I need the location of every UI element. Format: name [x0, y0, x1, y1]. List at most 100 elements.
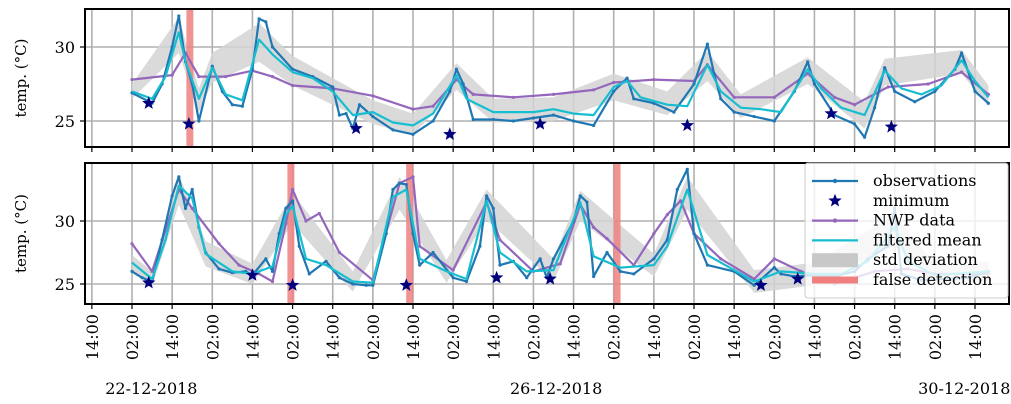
- data-point: [685, 167, 689, 171]
- data-point: [270, 45, 275, 49]
- data-point: [391, 187, 395, 192]
- x-tick-label: 02:00: [364, 314, 383, 360]
- data-point: [752, 277, 756, 281]
- false-detection-bar: [406, 163, 414, 304]
- data-point: [511, 119, 515, 123]
- data-point: [464, 279, 469, 284]
- minimum-star: [680, 118, 694, 132]
- data-point: [538, 257, 542, 261]
- date-label: 30-12-2018: [918, 379, 1010, 398]
- y-tick-label: 25: [55, 112, 75, 131]
- data-point: [498, 238, 502, 242]
- series-line-observations: [131, 14, 990, 139]
- data-point: [331, 85, 335, 89]
- data-point: [973, 89, 977, 93]
- data-point: [632, 272, 636, 276]
- minimum-star: [754, 278, 768, 291]
- data-point: [772, 257, 776, 261]
- data-point: [398, 181, 402, 185]
- legend-marker: [832, 178, 838, 184]
- x-tick-label: 02:00: [685, 314, 704, 360]
- data-point: [264, 20, 268, 24]
- data-point: [960, 70, 964, 74]
- x-tick-label: 02:00: [926, 314, 945, 360]
- data-point: [491, 117, 495, 122]
- x-tick-label: 14:00: [163, 314, 182, 360]
- data-point: [140, 276, 144, 280]
- minimum-star: [791, 272, 805, 285]
- data-point: [461, 82, 465, 86]
- data-point: [170, 73, 174, 77]
- data-point: [337, 250, 342, 255]
- data-point: [190, 187, 194, 192]
- minimum-star: [533, 117, 547, 130]
- data-point: [551, 257, 556, 261]
- y-axis-label: temp. (°C): [12, 39, 30, 118]
- data-point: [692, 82, 696, 86]
- data-point: [886, 85, 890, 89]
- data-point: [705, 263, 709, 267]
- data-point: [832, 95, 837, 99]
- data-point: [618, 269, 623, 273]
- data-point: [371, 114, 375, 119]
- data-point: [418, 263, 422, 267]
- x-tick-label: 14:00: [565, 314, 584, 360]
- data-point: [418, 244, 422, 248]
- data-point: [290, 199, 295, 203]
- false-detection-bar: [613, 163, 621, 304]
- data-point: [344, 112, 348, 116]
- data-point: [130, 242, 134, 246]
- data-point: [190, 206, 194, 210]
- data-point: [411, 132, 415, 136]
- data-point: [719, 257, 723, 261]
- data-point: [605, 250, 609, 255]
- data-point: [679, 199, 683, 203]
- data-point: [883, 66, 887, 70]
- minimum-star: [543, 272, 557, 285]
- data-point: [257, 17, 261, 21]
- legend-label: observations: [873, 171, 976, 190]
- data-point: [351, 282, 355, 286]
- minimum-star: [285, 278, 300, 291]
- x-tick-label: 14:00: [404, 314, 423, 360]
- x-tick-label: 02:00: [444, 314, 463, 360]
- data-point: [357, 103, 362, 107]
- data-point: [675, 187, 679, 192]
- data-point: [451, 268, 455, 272]
- data-point: [431, 119, 435, 123]
- data-point: [471, 92, 475, 96]
- std-deviation-band: [132, 17, 989, 135]
- data-point: [237, 263, 241, 267]
- data-point: [451, 276, 455, 280]
- minimum-star: [142, 275, 156, 289]
- data-point: [230, 103, 234, 107]
- x-tick-label: 02:00: [846, 314, 865, 360]
- data-point: [806, 60, 810, 64]
- data-point: [130, 77, 134, 82]
- data-point: [150, 269, 154, 273]
- data-point: [177, 175, 181, 179]
- false-detection-bar: [287, 163, 295, 304]
- x-tick-label: 14:00: [83, 314, 102, 360]
- data-point: [933, 89, 937, 93]
- minimum-star: [182, 117, 196, 130]
- data-point: [592, 274, 596, 279]
- data-point: [454, 67, 459, 71]
- date-label: 26-12-2018: [510, 379, 602, 398]
- minimum-star: [399, 278, 413, 291]
- data-point: [592, 225, 596, 229]
- data-point: [337, 113, 342, 117]
- data-point: [411, 107, 415, 111]
- plot-frame: [84, 162, 1010, 305]
- data-point: [926, 82, 930, 86]
- data-point: [371, 94, 375, 98]
- data-point: [411, 175, 415, 179]
- data-point: [391, 128, 395, 132]
- series-line-filtered-mean: [131, 31, 990, 127]
- data-point: [471, 117, 475, 122]
- data-point: [632, 97, 636, 101]
- data-point: [317, 211, 321, 216]
- data-point: [852, 103, 857, 107]
- x-tick-label: 14:00: [484, 314, 503, 360]
